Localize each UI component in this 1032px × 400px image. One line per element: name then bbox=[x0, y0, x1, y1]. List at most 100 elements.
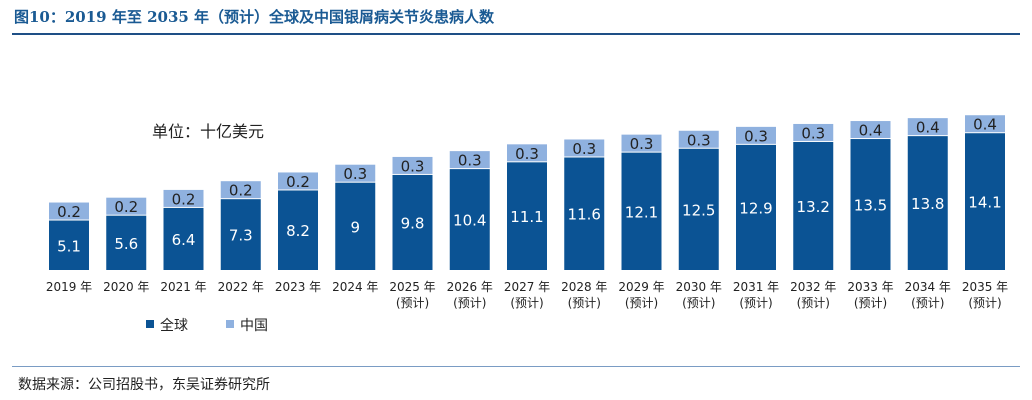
legend-swatch-china bbox=[226, 320, 234, 328]
value-label-global: 5.6 bbox=[114, 235, 138, 253]
value-label-china: 0.3 bbox=[630, 135, 654, 153]
value-label-china: 0.4 bbox=[916, 119, 940, 137]
value-label-china: 0.3 bbox=[744, 127, 768, 145]
bar-global bbox=[564, 157, 605, 270]
value-label-global: 6.4 bbox=[172, 231, 196, 249]
bar-global bbox=[449, 169, 490, 270]
bar-china bbox=[907, 118, 948, 136]
x-tick-label: 2028 年 bbox=[561, 280, 607, 294]
x-tick-note: (预计) bbox=[739, 296, 772, 310]
x-tick-note: (预计) bbox=[510, 296, 543, 310]
value-label-china: 0.2 bbox=[172, 190, 196, 208]
value-label-global: 5.1 bbox=[57, 237, 81, 255]
x-tick-label: 2026 年 bbox=[447, 280, 493, 294]
x-tick-label: 2025 年 bbox=[389, 280, 435, 294]
bar-china bbox=[278, 172, 318, 190]
value-label-global: 7.3 bbox=[229, 227, 253, 245]
bar-china bbox=[507, 144, 547, 162]
value-label-china: 0.3 bbox=[572, 140, 596, 158]
x-tick-label: 2023 年 bbox=[275, 280, 321, 294]
value-label-china: 0.2 bbox=[114, 198, 138, 216]
legend-label-china: 中国 bbox=[240, 318, 268, 334]
bar-china bbox=[965, 115, 1005, 133]
bar-china bbox=[850, 121, 891, 139]
bar-china bbox=[392, 156, 433, 174]
x-tick-note: (预计) bbox=[911, 296, 944, 310]
value-label-global: 10.4 bbox=[453, 212, 486, 230]
bar-global bbox=[49, 220, 89, 270]
bar-china bbox=[449, 151, 490, 169]
title-rule bbox=[12, 33, 1020, 35]
x-tick-note: (预计) bbox=[453, 296, 486, 310]
x-tick-label: 2029 年 bbox=[618, 280, 664, 294]
value-label-china: 0.3 bbox=[458, 152, 482, 170]
x-tick-label: 2031 年 bbox=[733, 280, 779, 294]
bar-global bbox=[736, 144, 776, 270]
value-label-global: 13.8 bbox=[911, 195, 944, 213]
bar-global bbox=[163, 207, 204, 270]
x-tick-note: (预计) bbox=[854, 296, 887, 310]
bar-global bbox=[850, 139, 891, 270]
bar-global bbox=[220, 199, 261, 270]
legend-label-global: 全球 bbox=[160, 317, 188, 334]
bar-china bbox=[736, 126, 776, 144]
value-label-china: 0.3 bbox=[515, 145, 539, 163]
bar-china bbox=[335, 164, 376, 182]
bar-china bbox=[564, 139, 605, 157]
x-tick-label: 2033 年 bbox=[847, 280, 893, 294]
unit-label: 单位：十亿美元 bbox=[152, 122, 264, 141]
value-label-china: 0.4 bbox=[973, 116, 997, 134]
value-label-global: 13.5 bbox=[854, 197, 887, 215]
bar-global bbox=[106, 215, 147, 270]
x-tick-note: (预计) bbox=[396, 296, 429, 310]
bar-global bbox=[335, 182, 376, 270]
x-tick-label: 2019 年 bbox=[46, 280, 92, 294]
value-label-china: 0.2 bbox=[286, 173, 310, 191]
x-tick-note: (预计) bbox=[968, 296, 1001, 310]
bar-china bbox=[621, 134, 662, 152]
bar-china bbox=[49, 202, 89, 220]
value-label-global: 9 bbox=[350, 218, 360, 236]
x-tick-note: (预计) bbox=[625, 296, 658, 310]
bar-china bbox=[793, 123, 834, 141]
bar-global bbox=[965, 133, 1005, 270]
value-label-china: 0.4 bbox=[859, 122, 883, 140]
bar-global bbox=[621, 152, 662, 270]
x-tick-label: 2027 年 bbox=[504, 280, 550, 294]
value-label-china: 0.2 bbox=[229, 182, 253, 200]
bar-china bbox=[678, 130, 719, 148]
value-label-global: 11.6 bbox=[568, 206, 601, 224]
x-tick-note: (预计) bbox=[568, 296, 601, 310]
value-label-global: 12.9 bbox=[739, 199, 772, 217]
bar-china bbox=[220, 181, 261, 199]
value-label-global: 11.1 bbox=[510, 208, 543, 226]
figure-title: 图10：2019 年至 2035 年（预计）全球及中国银屑病关节炎患病人数 bbox=[14, 8, 495, 26]
value-label-global: 12.5 bbox=[682, 201, 715, 219]
x-tick-note: (预计) bbox=[797, 296, 830, 310]
bar-global bbox=[507, 162, 547, 270]
value-label-china: 0.3 bbox=[343, 165, 367, 183]
value-label-china: 0.2 bbox=[57, 203, 81, 221]
x-tick-label: 2034 年 bbox=[905, 280, 951, 294]
bar-global bbox=[392, 174, 433, 270]
source-rule bbox=[12, 366, 1020, 367]
bar-china bbox=[163, 189, 204, 207]
source-note: 数据来源：公司招股书，东吴证券研究所 bbox=[18, 377, 270, 393]
x-tick-label: 2024 年 bbox=[332, 280, 378, 294]
x-tick-note: (预计) bbox=[682, 296, 715, 310]
value-label-china: 0.3 bbox=[801, 124, 825, 142]
value-label-global: 9.8 bbox=[401, 214, 425, 232]
x-tick-label: 2035 年 bbox=[962, 280, 1008, 294]
value-label-global: 12.1 bbox=[625, 203, 658, 221]
bar-global bbox=[907, 136, 948, 270]
value-label-china: 0.3 bbox=[687, 131, 711, 149]
bar-global bbox=[278, 190, 318, 270]
x-tick-label: 2020 年 bbox=[103, 280, 149, 294]
x-tick-label: 2022 年 bbox=[218, 280, 264, 294]
value-label-global: 8.2 bbox=[286, 222, 310, 240]
x-tick-label: 2030 年 bbox=[676, 280, 722, 294]
x-tick-label: 2021 年 bbox=[160, 280, 206, 294]
value-label-global: 14.1 bbox=[968, 194, 1001, 212]
bar-global bbox=[678, 148, 719, 270]
